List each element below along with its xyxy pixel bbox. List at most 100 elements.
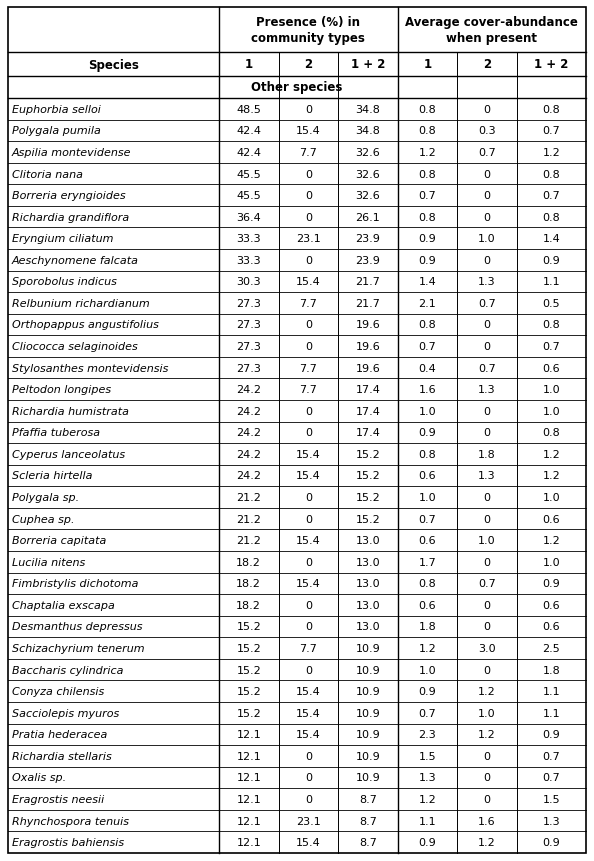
Text: 0.6: 0.6 bbox=[542, 600, 560, 610]
Text: Clitoria nana: Clitoria nana bbox=[12, 170, 83, 179]
Text: 0: 0 bbox=[305, 256, 312, 265]
Text: 0: 0 bbox=[484, 428, 491, 438]
Text: 1.4: 1.4 bbox=[418, 277, 436, 287]
Text: Species: Species bbox=[88, 59, 139, 71]
Text: 0.7: 0.7 bbox=[542, 127, 560, 136]
Text: 0: 0 bbox=[305, 794, 312, 804]
Text: 0.7: 0.7 bbox=[418, 708, 436, 718]
Text: Sacciolepis myuros: Sacciolepis myuros bbox=[12, 708, 119, 718]
Text: 0: 0 bbox=[484, 191, 491, 201]
Text: 8.7: 8.7 bbox=[359, 794, 377, 804]
Text: 0.7: 0.7 bbox=[478, 148, 496, 158]
Text: 1.3: 1.3 bbox=[542, 815, 560, 826]
Text: 0: 0 bbox=[305, 170, 312, 179]
Text: 1.8: 1.8 bbox=[478, 449, 496, 460]
Text: 1.0: 1.0 bbox=[478, 234, 495, 244]
Text: Lucilia nitens: Lucilia nitens bbox=[12, 557, 86, 567]
Text: 1.4: 1.4 bbox=[542, 234, 560, 244]
Text: 10.9: 10.9 bbox=[355, 643, 380, 653]
Text: 0.3: 0.3 bbox=[478, 127, 495, 136]
Text: Relbunium richardianum: Relbunium richardianum bbox=[12, 299, 150, 308]
Text: 0: 0 bbox=[484, 557, 491, 567]
Text: 1.8: 1.8 bbox=[418, 622, 436, 632]
Text: 10.9: 10.9 bbox=[355, 708, 380, 718]
Text: 0.7: 0.7 bbox=[418, 191, 436, 201]
Text: 32.6: 32.6 bbox=[355, 170, 380, 179]
Text: 0.7: 0.7 bbox=[418, 342, 436, 351]
Text: 1.6: 1.6 bbox=[478, 815, 495, 826]
Text: 7.7: 7.7 bbox=[299, 643, 317, 653]
Text: 1.0: 1.0 bbox=[419, 665, 436, 675]
Text: 0.8: 0.8 bbox=[418, 579, 436, 589]
Text: 0.4: 0.4 bbox=[418, 363, 436, 373]
Text: 27.3: 27.3 bbox=[236, 299, 261, 308]
Text: 15.4: 15.4 bbox=[296, 729, 321, 740]
Text: 2.1: 2.1 bbox=[418, 299, 436, 308]
Text: 0: 0 bbox=[305, 665, 312, 675]
Text: 15.2: 15.2 bbox=[355, 514, 380, 524]
Text: 0: 0 bbox=[484, 406, 491, 417]
Text: 1.1: 1.1 bbox=[542, 277, 560, 287]
Text: 34.8: 34.8 bbox=[355, 105, 380, 115]
Text: Oxalis sp.: Oxalis sp. bbox=[12, 772, 66, 783]
Text: Cuphea sp.: Cuphea sp. bbox=[12, 514, 74, 524]
Text: 15.2: 15.2 bbox=[236, 643, 261, 653]
Text: 1.0: 1.0 bbox=[419, 492, 436, 503]
Text: 23.9: 23.9 bbox=[355, 256, 380, 265]
Text: 0: 0 bbox=[484, 320, 491, 330]
Text: 0.9: 0.9 bbox=[542, 579, 560, 589]
Text: 34.8: 34.8 bbox=[355, 127, 380, 136]
Text: 1.3: 1.3 bbox=[478, 277, 495, 287]
Text: Fimbristylis dichotoma: Fimbristylis dichotoma bbox=[12, 579, 138, 589]
Text: Average cover-abundance
when present: Average cover-abundance when present bbox=[405, 16, 578, 45]
Text: 0.8: 0.8 bbox=[418, 170, 436, 179]
Text: 10.9: 10.9 bbox=[355, 772, 380, 783]
Text: 1.3: 1.3 bbox=[478, 471, 495, 481]
Text: 1.2: 1.2 bbox=[542, 536, 560, 546]
Text: Cyperus lanceolatus: Cyperus lanceolatus bbox=[12, 449, 125, 460]
Text: 7.7: 7.7 bbox=[299, 385, 317, 394]
Text: 0: 0 bbox=[305, 772, 312, 783]
Text: 0.5: 0.5 bbox=[542, 299, 560, 308]
Text: 10.9: 10.9 bbox=[355, 686, 380, 697]
Text: 19.6: 19.6 bbox=[355, 320, 380, 330]
Text: 2: 2 bbox=[483, 59, 491, 71]
Text: 23.1: 23.1 bbox=[296, 815, 321, 826]
Text: 15.2: 15.2 bbox=[236, 665, 261, 675]
Text: 1.0: 1.0 bbox=[542, 385, 560, 394]
Text: 0.9: 0.9 bbox=[542, 256, 560, 265]
Text: 1.2: 1.2 bbox=[478, 686, 496, 697]
Text: 1.1: 1.1 bbox=[542, 708, 560, 718]
Text: 21.2: 21.2 bbox=[236, 514, 261, 524]
Text: 0: 0 bbox=[305, 622, 312, 632]
Text: 1.0: 1.0 bbox=[542, 406, 560, 417]
Text: 0: 0 bbox=[305, 320, 312, 330]
Text: Pfaffia tuberosa: Pfaffia tuberosa bbox=[12, 428, 100, 438]
Text: 0: 0 bbox=[305, 751, 312, 761]
Text: 0: 0 bbox=[305, 342, 312, 351]
Text: 33.3: 33.3 bbox=[236, 256, 261, 265]
Text: 10.9: 10.9 bbox=[355, 729, 380, 740]
Text: Other species: Other species bbox=[251, 82, 343, 95]
Text: 42.4: 42.4 bbox=[236, 148, 261, 158]
Text: 45.5: 45.5 bbox=[236, 170, 261, 179]
Text: 0: 0 bbox=[484, 622, 491, 632]
Text: 0.7: 0.7 bbox=[478, 363, 496, 373]
Text: 0: 0 bbox=[484, 514, 491, 524]
Text: 1.0: 1.0 bbox=[419, 406, 436, 417]
Text: Orthopappus angustifolius: Orthopappus angustifolius bbox=[12, 320, 159, 330]
Text: 17.4: 17.4 bbox=[355, 406, 380, 417]
Text: Eragrostis bahiensis: Eragrostis bahiensis bbox=[12, 837, 124, 847]
Text: 0.8: 0.8 bbox=[542, 428, 560, 438]
Text: 24.2: 24.2 bbox=[236, 385, 261, 394]
Text: 15.2: 15.2 bbox=[355, 471, 380, 481]
Text: 10.9: 10.9 bbox=[355, 665, 380, 675]
Text: 0: 0 bbox=[484, 772, 491, 783]
Text: Rhynchospora tenuis: Rhynchospora tenuis bbox=[12, 815, 129, 826]
Text: 15.4: 15.4 bbox=[296, 837, 321, 847]
Text: Schizachyrium tenerum: Schizachyrium tenerum bbox=[12, 643, 144, 653]
Text: Richardia humistrata: Richardia humistrata bbox=[12, 406, 129, 417]
Text: 42.4: 42.4 bbox=[236, 127, 261, 136]
Text: 1.0: 1.0 bbox=[542, 492, 560, 503]
Text: Chaptalia exscapa: Chaptalia exscapa bbox=[12, 600, 115, 610]
